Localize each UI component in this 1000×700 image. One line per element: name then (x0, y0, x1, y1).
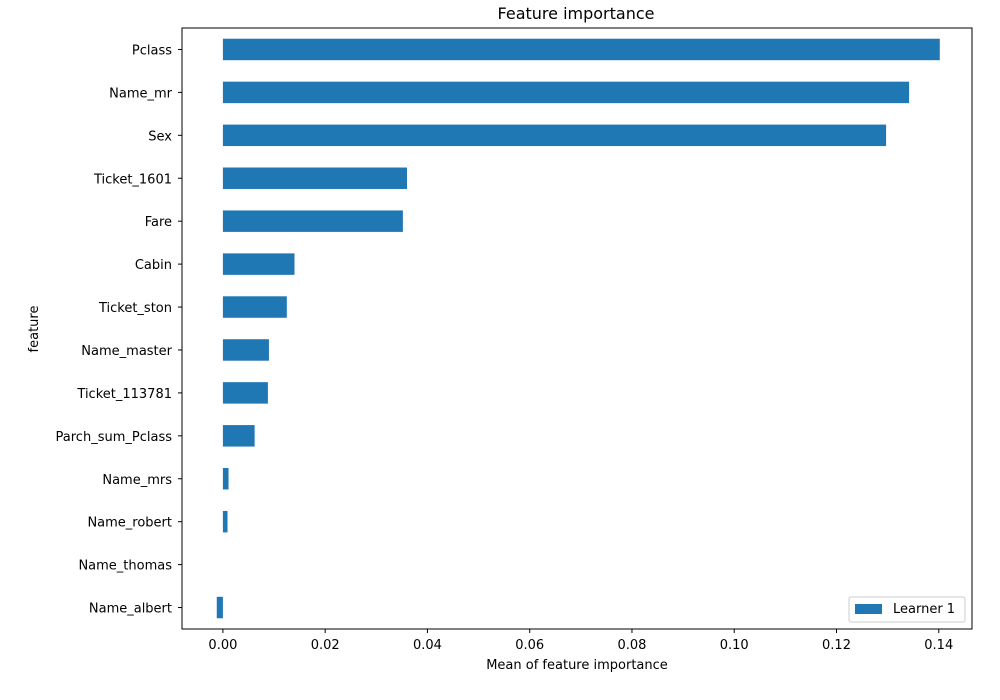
x-tick-label: 0.12 (822, 638, 851, 653)
y-tick-label: Name_albert (89, 602, 172, 617)
bar-ticket-113781 (222, 382, 268, 404)
x-tick-label: 0.04 (413, 638, 442, 653)
bar-pclass (222, 38, 940, 61)
y-tick-label: Name_mrs (102, 473, 172, 488)
y-tick-label: Parch_sum_Pclass (56, 430, 173, 445)
bar-fare (222, 210, 403, 232)
y-tick-label: Cabin (135, 258, 172, 273)
plot-frame (181, 27, 973, 630)
y-axis: Pclass Name_mr Sex Ticket_1601 Fare Cabin Tick… (56, 43, 182, 617)
x-axis-title: Mean of feature importance (486, 658, 668, 673)
chart-title: Feature importance (498, 4, 655, 23)
y-tick-label: Fare (145, 215, 172, 230)
legend: Learner 1 (848, 596, 966, 623)
bar-parch-sum-pclass (222, 425, 255, 447)
y-tick-label: Ticket_ston (98, 301, 172, 316)
bar-name-mr (222, 81, 910, 104)
x-tick-label: 0.00 (208, 638, 237, 653)
x-tick-label: 0.02 (311, 638, 340, 653)
legend-swatch (855, 604, 882, 614)
y-tick-label: Ticket_113781 (76, 387, 172, 402)
y-tick-label: Name_thomas (78, 559, 172, 574)
bar-name-albert (216, 596, 223, 619)
bar-name-mrs (222, 468, 229, 490)
bars-group (216, 38, 940, 619)
y-axis-title: feature (27, 306, 42, 353)
bar-ticket-1601 (222, 167, 407, 189)
bar-name-robert (222, 510, 228, 533)
x-tick-label: 0.06 (515, 638, 544, 653)
y-tick-label: Name_robert (87, 516, 172, 531)
bar-cabin (222, 253, 295, 275)
legend-label: Learner 1 (893, 602, 955, 617)
x-tick-label: 0.08 (617, 638, 646, 653)
y-tick-label: Name_mr (109, 86, 173, 101)
y-tick-label: Name_master (81, 344, 172, 359)
bar-ticket-ston (222, 296, 287, 318)
x-axis: 0.00 0.02 0.04 0.06 0.08 0.10 0.12 0.14 (208, 629, 953, 653)
x-tick-label: 0.14 (924, 638, 953, 653)
y-tick-label: Pclass (132, 43, 172, 58)
bar-name-master (222, 339, 269, 361)
bar-sex (222, 124, 887, 147)
y-tick-label: Ticket_1601 (93, 172, 172, 187)
legend-frame (848, 596, 966, 623)
x-tick-label: 0.10 (720, 638, 749, 653)
y-tick-label: Sex (148, 129, 172, 144)
